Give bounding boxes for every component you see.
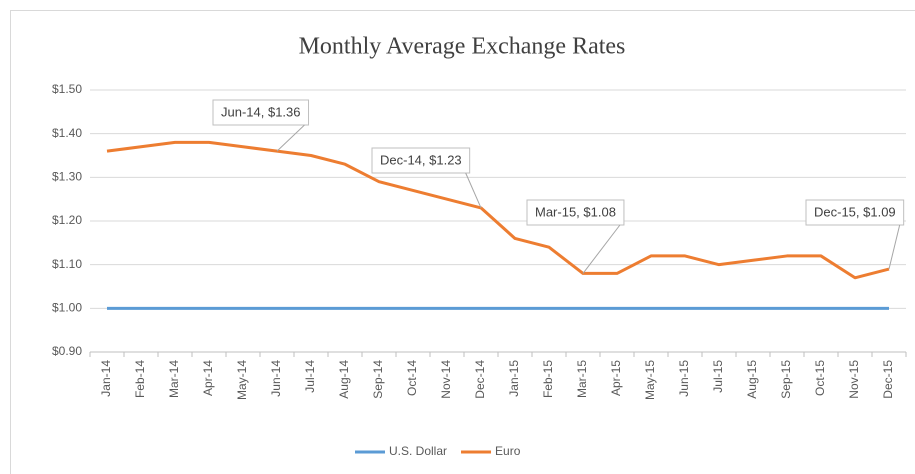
callout-label: Dec-14, $1.23 [380, 152, 462, 167]
y-tick-label: $1.40 [52, 126, 82, 140]
x-tick-label: May-14 [235, 360, 249, 400]
y-tick-label: $1.10 [52, 257, 82, 271]
callout-leader [888, 224, 901, 270]
x-tick-label: Mar-14 [167, 360, 181, 398]
x-tick-label: Jan-14 [99, 360, 113, 397]
x-tick-label: Apr-14 [201, 360, 215, 396]
callout: Dec-15, $1.09 [805, 199, 905, 270]
x-tick-label: Jul-14 [303, 360, 317, 393]
x-tick-label: Jul-15 [711, 360, 725, 393]
callout: Jun-14, $1.36 [212, 99, 310, 152]
x-tick-label: Jun-15 [677, 360, 691, 397]
callout: Mar-15, $1.08 [526, 199, 625, 274]
callout-leader [465, 172, 482, 209]
callout-label: Mar-15, $1.08 [535, 204, 616, 219]
y-tick-label: $0.90 [52, 344, 82, 358]
callout-label: Dec-15, $1.09 [814, 204, 896, 219]
x-tick-label: Apr-15 [609, 360, 623, 396]
x-tick-label: Nov-15 [847, 360, 861, 399]
callout-box [212, 99, 310, 126]
x-tick-label: Feb-15 [541, 360, 555, 398]
x-tick-label: Jan-15 [507, 360, 521, 397]
x-tick-label: Dec-15 [881, 360, 895, 399]
y-tick-label: $1.50 [52, 82, 82, 96]
callout-leader [582, 224, 621, 274]
callout: Dec-14, $1.23 [371, 147, 482, 209]
x-tick-label: Sep-15 [779, 360, 793, 399]
callout-box [805, 199, 905, 226]
series-line [106, 140, 890, 280]
chart-border [10, 10, 915, 474]
x-tick-label: Jun-14 [269, 360, 283, 397]
x-tick-label: Sep-14 [371, 360, 385, 399]
x-tick-label: Oct-15 [813, 360, 827, 396]
x-tick-label: Oct-14 [405, 360, 419, 396]
legend-label: U.S. Dollar [389, 444, 447, 458]
chart-title: Monthly Average Exchange Rates [299, 34, 626, 60]
callout-leader [276, 124, 305, 152]
x-tick-label: Mar-15 [575, 360, 589, 398]
callout-box [526, 199, 625, 226]
callout-box [371, 147, 471, 174]
x-tick-label: Feb-14 [133, 360, 147, 398]
legend-label: Euro [495, 444, 521, 458]
x-tick-label: May-15 [643, 360, 657, 400]
x-tick-label: Dec-14 [473, 360, 487, 399]
y-tick-label: $1.00 [52, 301, 82, 315]
x-tick-label: Aug-14 [337, 360, 351, 399]
x-tick-label: Aug-15 [745, 360, 759, 399]
x-tick-label: Nov-14 [439, 360, 453, 399]
y-tick-label: $1.20 [52, 213, 82, 227]
callout-label: Jun-14, $1.36 [221, 104, 301, 119]
y-tick-label: $1.30 [52, 170, 82, 184]
